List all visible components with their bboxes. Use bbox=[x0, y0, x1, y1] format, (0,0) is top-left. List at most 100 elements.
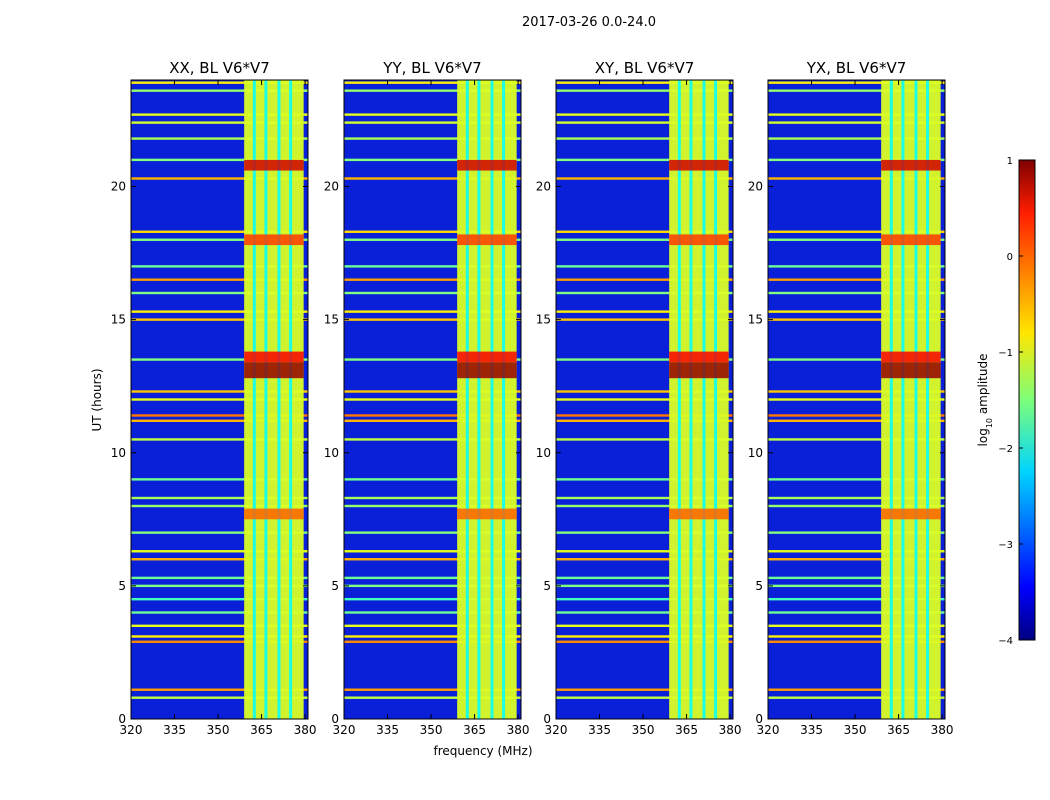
y-tick-label: 10 bbox=[536, 446, 551, 460]
y-axis-label: UT (hours) bbox=[90, 368, 104, 431]
sub-band-gap bbox=[702, 80, 706, 719]
rfi-line bbox=[131, 624, 308, 628]
panel-title: YY, BL V6*V7 bbox=[382, 59, 481, 77]
rfi-line bbox=[556, 414, 733, 417]
x-tick-label: 380 bbox=[931, 723, 954, 737]
panel-frame bbox=[767, 79, 946, 720]
rfi-line bbox=[344, 238, 521, 241]
bright-event bbox=[457, 234, 517, 246]
bright-event bbox=[457, 351, 517, 363]
rfi-line bbox=[768, 265, 945, 268]
rfi-line bbox=[344, 419, 521, 422]
colorbar-tick-label: −2 bbox=[998, 444, 1013, 455]
x-tick-label: 320 bbox=[757, 723, 780, 737]
rfi-line bbox=[556, 398, 733, 401]
rfi-line bbox=[344, 177, 521, 180]
rfi-line bbox=[131, 278, 308, 281]
rfi-line bbox=[556, 624, 733, 628]
y-tick-label: 10 bbox=[111, 446, 126, 460]
rfi-line bbox=[768, 278, 945, 281]
rfi-line bbox=[131, 414, 308, 417]
x-tick-label: 335 bbox=[588, 723, 611, 737]
rfi-line bbox=[768, 640, 945, 643]
rfi-line bbox=[768, 238, 945, 241]
rfi-line bbox=[768, 504, 945, 508]
rfi-line bbox=[768, 696, 945, 699]
x-tick-label: 365 bbox=[250, 723, 273, 737]
rfi-line bbox=[768, 121, 945, 124]
rfi-line bbox=[344, 230, 521, 233]
rfi-line bbox=[344, 635, 521, 638]
rfi-line bbox=[556, 177, 733, 180]
panel-title: XY, BL V6*V7 bbox=[595, 59, 695, 77]
rfi-line bbox=[344, 137, 521, 140]
rfi-line bbox=[556, 310, 733, 313]
colorbar-ticks: 1 0 −1 −2 −3 −4 bbox=[998, 156, 1023, 647]
rfi-line bbox=[768, 496, 945, 500]
sub-band-gap bbox=[490, 80, 494, 719]
rfi-line bbox=[344, 478, 521, 481]
rfi-line bbox=[344, 496, 521, 500]
rfi-line bbox=[556, 121, 733, 124]
bright-event bbox=[881, 234, 941, 246]
y-tick-label: 20 bbox=[324, 180, 339, 194]
sub-band-gap bbox=[264, 80, 268, 719]
rfi-line bbox=[768, 597, 945, 601]
bright-event bbox=[457, 159, 517, 171]
sub-band-gap bbox=[477, 80, 481, 719]
rfi-line bbox=[768, 414, 945, 417]
rfi-line bbox=[768, 478, 945, 481]
rfi-line bbox=[768, 390, 945, 393]
bright-event bbox=[669, 508, 729, 520]
rfi-line bbox=[768, 576, 945, 580]
y-tick-label: 20 bbox=[536, 180, 551, 194]
bright-event bbox=[457, 508, 517, 520]
rfi-line bbox=[131, 635, 308, 638]
rfi-line bbox=[556, 89, 733, 92]
x-tick-label: 350 bbox=[844, 723, 867, 737]
rfi-line bbox=[556, 238, 733, 241]
rfi-line bbox=[768, 558, 945, 561]
rfi-line bbox=[131, 81, 308, 84]
colorbar-gradient bbox=[1018, 159, 1036, 641]
y-tick-label: 0 bbox=[118, 712, 126, 726]
colorbar-tick-label: −3 bbox=[998, 540, 1013, 551]
rfi-line bbox=[768, 584, 945, 588]
sub-band-gap bbox=[889, 80, 893, 719]
rfi-line bbox=[344, 576, 521, 580]
y-tick-label: 0 bbox=[331, 712, 339, 726]
rfi-line bbox=[131, 177, 308, 180]
rfi-line bbox=[131, 496, 308, 500]
rfi-line bbox=[556, 81, 733, 84]
rfi-line bbox=[131, 137, 308, 140]
rfi-line bbox=[768, 310, 945, 313]
rfi-line bbox=[344, 265, 521, 268]
rfi-line bbox=[131, 121, 308, 124]
y-tick-label: 10 bbox=[324, 446, 339, 460]
x-tick-label: 365 bbox=[463, 723, 486, 737]
rfi-line bbox=[344, 278, 521, 281]
rfi-line bbox=[344, 310, 521, 313]
rfi-line bbox=[344, 550, 521, 553]
bright-event bbox=[244, 159, 304, 171]
y-tick-label: 5 bbox=[331, 579, 339, 593]
x-tick-label: 335 bbox=[376, 723, 399, 737]
y-tick-label: 5 bbox=[755, 579, 763, 593]
rfi-line bbox=[344, 113, 521, 116]
y-tick-label: 0 bbox=[543, 712, 551, 726]
rfi-line bbox=[344, 558, 521, 561]
rfi-line bbox=[768, 419, 945, 422]
rfi-line bbox=[556, 496, 733, 500]
rfi-line bbox=[344, 624, 521, 628]
rfi-line bbox=[768, 177, 945, 180]
rfi-line bbox=[131, 478, 308, 481]
rfi-line bbox=[556, 611, 733, 614]
rfi-line bbox=[768, 89, 945, 92]
rfi-line bbox=[344, 318, 521, 321]
x-tick-label: 380 bbox=[719, 723, 742, 737]
rfi-line bbox=[556, 688, 733, 691]
rfi-line bbox=[131, 419, 308, 422]
rfi-line bbox=[131, 89, 308, 92]
rfi-line bbox=[131, 696, 308, 699]
